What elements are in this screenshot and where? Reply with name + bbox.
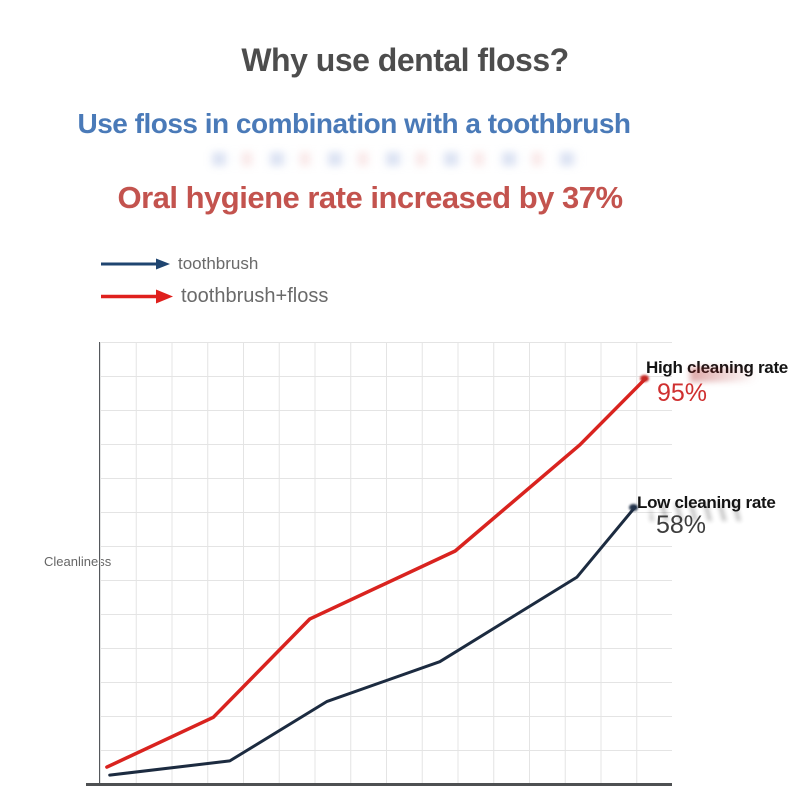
highlight-statement: Oral hygiene rate increased by 37% <box>117 180 623 215</box>
y-axis-label: Cleanliness <box>44 554 112 569</box>
navy-arrow-icon <box>101 258 170 270</box>
x-axis-line <box>86 783 672 786</box>
line-toothbrush <box>108 505 637 777</box>
legend-item-toothbrush-floss: toothbrush+floss <box>100 285 328 308</box>
subtitle: Use floss in combination with a toothbru… <box>77 108 631 139</box>
legend-label-toothbrush: toothbrush <box>178 254 259 273</box>
navy-line-tip <box>629 504 638 511</box>
annotation-high-value: 95% <box>657 379 708 407</box>
chart-plot-area <box>100 342 672 783</box>
annotation-low-label: Low cleaning rate <box>637 493 776 512</box>
annotation-high-label: High cleaning rate <box>646 358 788 377</box>
legend-label-toothbrush-floss: toothbrush+floss <box>181 285 329 307</box>
chart-lines <box>105 377 647 777</box>
line-toothbrush-floss <box>105 377 647 769</box>
red-arrow-icon <box>101 289 173 304</box>
page-title: Why use dental floss? <box>241 42 569 78</box>
annotation-low-value: 58% <box>656 511 707 539</box>
ghost-smear-artifact <box>212 152 580 166</box>
legend-item-toothbrush: toothbrush <box>100 254 258 274</box>
red-line-tip <box>640 375 649 382</box>
